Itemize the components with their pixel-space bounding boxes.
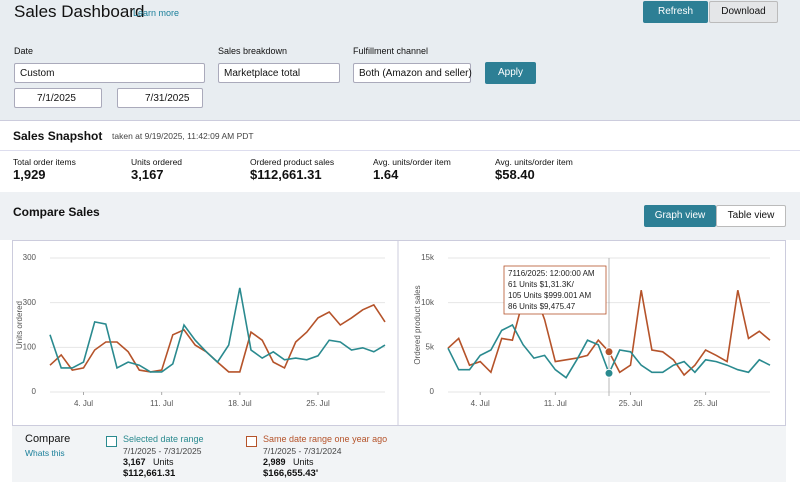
x-tick-label: 25. Jul: [694, 399, 718, 408]
x-tick-label: 25. Jul: [619, 399, 643, 408]
tooltip-line: 7116/2025: 12:00:00 AM: [508, 269, 595, 278]
hover-point: [604, 368, 614, 378]
range-sales: $166,655.43': [263, 468, 319, 479]
compare-footer: [12, 426, 786, 482]
snapshot-time: taken at 9/19/2025, 11:42:09 AM PDT: [112, 131, 254, 141]
series-line: [49, 287, 386, 373]
metric-label: Avg. units/order item: [373, 157, 451, 167]
y-tick-label: 0: [430, 387, 435, 396]
y-tick-label: 15k: [421, 253, 435, 262]
whats-this[interactable]: Whats this: [25, 448, 65, 458]
y-axis-label: Units ordered: [15, 301, 24, 349]
graph-tab[interactable]: Graph view: [644, 205, 716, 227]
end-date[interactable]: 7/31/2025: [117, 88, 203, 108]
table-tab[interactable]: Table view: [716, 205, 786, 227]
refresh-button[interactable]: Refresh: [643, 1, 708, 23]
apply-button[interactable]: Apply: [485, 62, 536, 84]
y-tick-label: 5k: [426, 342, 435, 351]
compare-title: Compare Sales: [13, 205, 100, 219]
range-checkbox[interactable]: [246, 436, 257, 447]
hover-point: [604, 347, 614, 357]
charts: 0 100 300 300 4. Jul 11. Jul 18. Jul 25. Jul Uni…: [12, 240, 786, 426]
metric-label: Units ordered: [131, 157, 183, 167]
divider: [0, 120, 800, 121]
tooltip-line: 61 Units $1,31.3K/: [508, 280, 575, 289]
date-select[interactable]: Custom: [14, 63, 205, 83]
metric-label: Ordered product sales: [250, 157, 335, 167]
x-tick-label: 11. Jul: [544, 399, 567, 408]
range-units: 3,167: [123, 457, 146, 467]
x-tick-label: 11. Jul: [150, 399, 173, 408]
y-axis-label: Ordered product sales: [413, 285, 422, 364]
download-button[interactable]: Download: [709, 1, 778, 23]
filter-label: Fulfillment channel: [353, 46, 429, 56]
y-tick-label: 0: [32, 387, 37, 396]
compare-heading: Compare: [25, 433, 71, 445]
snapshot-title: Sales Snapshot: [13, 129, 103, 143]
page-title: Sales Dashboard: [14, 2, 145, 21]
learn-more[interactable]: Learn more: [133, 8, 180, 18]
range-units: 2,989: [263, 457, 286, 467]
y-tick-label: 10k: [421, 298, 435, 307]
y-tick-label: 300: [23, 253, 37, 262]
divider: [0, 150, 800, 151]
filter-label: Date: [14, 46, 34, 56]
filter-label: Sales breakdown: [218, 46, 288, 56]
metric-value: 1.64: [373, 167, 399, 182]
range-name: Selected date range: [123, 434, 204, 444]
metric-value: 3,167: [131, 167, 164, 182]
channel-select[interactable]: Both (Amazon and seller): [353, 63, 472, 83]
x-tick-label: 18. Jul: [228, 399, 252, 408]
breakdown-select[interactable]: Marketplace total: [218, 63, 340, 83]
x-tick-label: 25. Jul: [306, 399, 330, 408]
range-units-label: Units: [293, 457, 314, 467]
metric-label: Total order items: [13, 157, 76, 167]
metric-value: $112,661.31: [250, 167, 322, 182]
y-tick-label: 300: [23, 298, 37, 307]
tooltip-line: 105 Units $999.001 AM: [508, 291, 592, 300]
range-dates: 7/1/2025 - 7/31/2025: [123, 446, 202, 456]
y-tick-label: 100: [23, 342, 37, 351]
chart-frame: [12, 240, 786, 426]
tooltip-line: 86 Units $9,475.47: [508, 302, 576, 311]
metric-value: 1,929: [13, 167, 46, 182]
range-sales: $112,661.31: [123, 468, 176, 479]
tooltip: [503, 265, 607, 315]
metric-label: Avg. units/order item: [495, 157, 573, 167]
range-dates: 7/1/2025 - 7/31/2024: [263, 446, 342, 456]
range-units-label: Units: [153, 457, 174, 467]
metric-value: $58.40: [495, 167, 535, 182]
range-name: Same date range one year ago: [263, 434, 388, 444]
start-date[interactable]: 7/1/2025: [14, 88, 102, 108]
range-checkbox[interactable]: [106, 436, 117, 447]
x-tick-label: 4. Jul: [74, 399, 93, 408]
x-tick-label: 4. Jul: [471, 399, 490, 408]
